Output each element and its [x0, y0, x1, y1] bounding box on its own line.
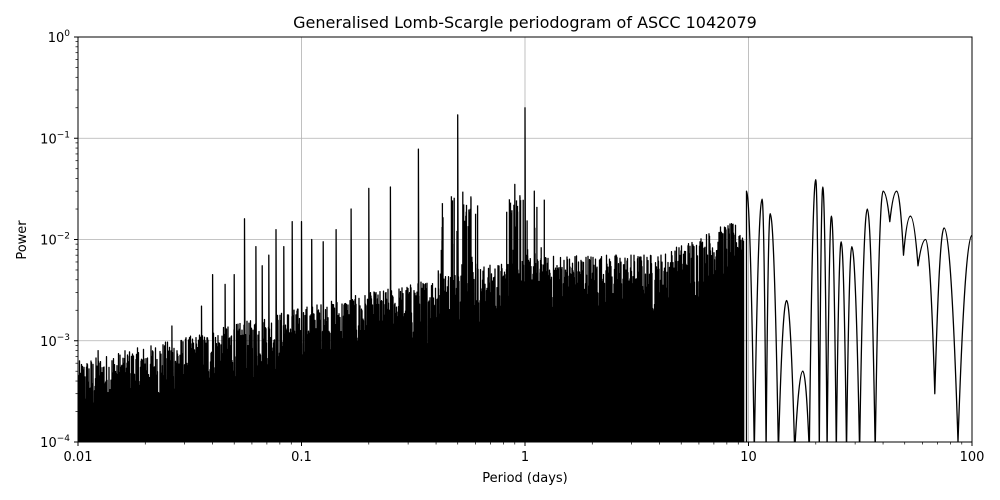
x-axis-label: Period (days): [482, 471, 568, 486]
y-tick-label: 10−4: [40, 434, 70, 451]
y-tick-label: 10−1: [40, 130, 70, 147]
y-axis-label: Power: [15, 220, 30, 260]
chart-title: Generalised Lomb-Scargle periodogram of …: [293, 13, 757, 32]
y-tick-label: 10−2: [40, 232, 70, 249]
x-tick-label: 0.01: [64, 450, 93, 465]
x-tick-label: 10: [740, 450, 757, 465]
y-axis: 10−4 10−3 10−2 10−1 100: [40, 29, 78, 451]
y-tick-label: 10−3: [40, 333, 70, 350]
periodogram-line: [78, 107, 972, 442]
x-axis: 0.01 0.1 1 10 100: [64, 442, 985, 465]
x-tick-label: 100: [960, 450, 985, 465]
y-tick-label: 100: [48, 29, 71, 46]
x-tick-label: 1: [521, 450, 529, 465]
x-tick-label: 0.1: [291, 450, 312, 465]
